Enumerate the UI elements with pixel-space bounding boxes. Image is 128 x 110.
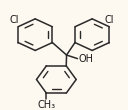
- Text: Cl: Cl: [9, 15, 19, 25]
- Text: OH: OH: [78, 54, 93, 64]
- Text: CH₃: CH₃: [37, 100, 55, 110]
- Text: Cl: Cl: [105, 15, 114, 25]
